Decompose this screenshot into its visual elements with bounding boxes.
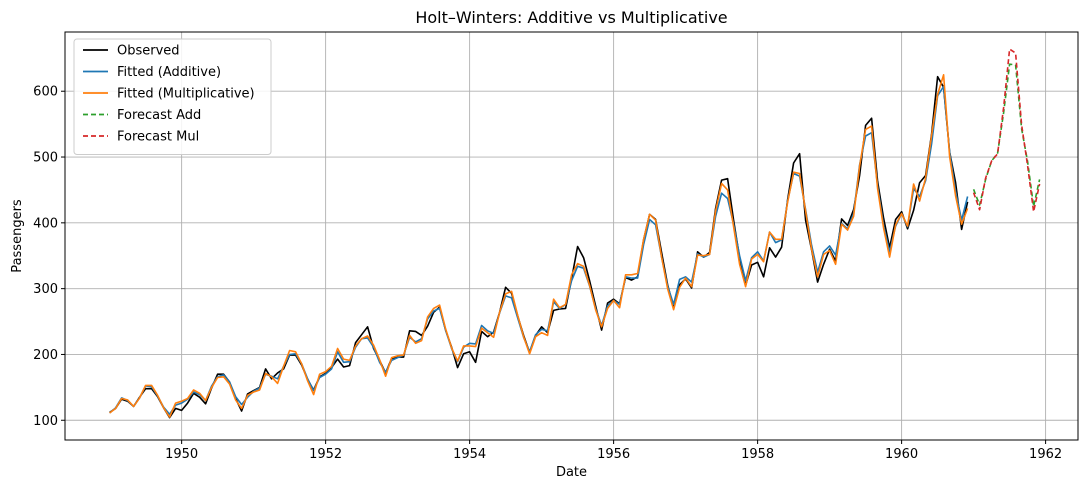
legend-box <box>73 38 272 155</box>
legend-label: Forecast Add <box>117 108 201 123</box>
plot-frame <box>64 31 1079 441</box>
y-tick-label: 500 <box>33 151 58 166</box>
y-axis-ticks: 100 200 300 400 500 600 <box>33 85 65 429</box>
legend-label: Observed <box>117 44 180 59</box>
x-tick-label: 1956 <box>597 447 630 462</box>
y-axis-title: Passengers <box>10 199 25 273</box>
series-lines <box>109 48 1041 419</box>
x-tick-label: 1954 <box>453 447 486 462</box>
x-axis-ticks: 1950 1952 1954 1956 1958 1960 1962 <box>165 440 1062 462</box>
series-line-fitted-multiplicative <box>109 74 969 418</box>
legend-label: Forecast Mul <box>117 130 199 145</box>
x-tick-label: 1950 <box>165 447 198 462</box>
chart-title: Holt–Winters: Additive vs Multiplicative <box>415 8 727 27</box>
legend-label: Fitted (Additive) <box>117 65 221 80</box>
y-tick-label: 600 <box>33 85 58 100</box>
x-tick-label: 1960 <box>885 447 918 462</box>
series-line-forecast-mul <box>972 48 1041 213</box>
x-tick-label: 1958 <box>741 447 774 462</box>
y-tick-label: 200 <box>33 348 58 363</box>
y-tick-label: 100 <box>33 414 58 429</box>
y-tick-label: 300 <box>33 282 58 297</box>
x-tick-label: 1952 <box>309 447 342 462</box>
grid <box>65 32 1078 440</box>
y-tick-label: 400 <box>33 216 58 231</box>
x-axis-title: Date <box>556 465 587 480</box>
x-tick-label: 1962 <box>1029 447 1062 462</box>
legend: Observed Fitted (Additive) Fitted (Multipl… <box>73 38 272 155</box>
legend-label: Fitted (Multiplicative) <box>117 87 255 102</box>
